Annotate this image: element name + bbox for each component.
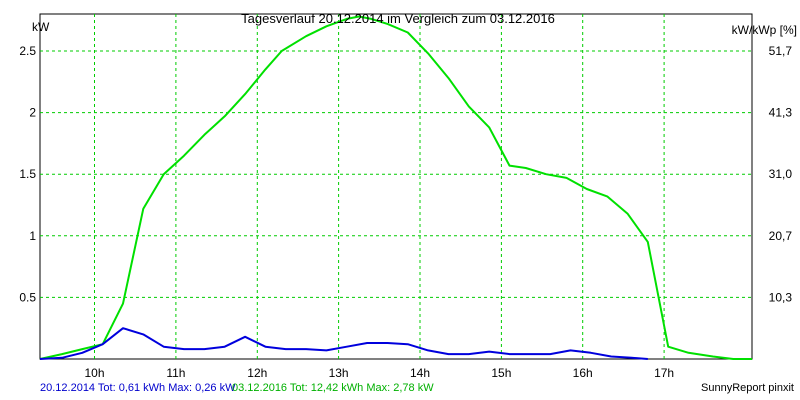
y-right-tick-label-2: 31,0 bbox=[769, 167, 793, 181]
y-axis-label-left: kW bbox=[32, 20, 50, 34]
x-tick-label-6: 16h bbox=[573, 366, 593, 380]
x-tick-label-5: 15h bbox=[491, 366, 511, 380]
y-tick-label-0: 0.5 bbox=[19, 290, 36, 304]
series-lines bbox=[39, 15, 752, 360]
x-tick-label-3: 13h bbox=[329, 366, 349, 380]
y-right-tick-label-1: 20,7 bbox=[769, 229, 793, 243]
y-tick-label-3: 2 bbox=[29, 106, 36, 120]
y-right-tick-label-0: 10,3 bbox=[769, 290, 793, 304]
legend-entry-2016: 03.12.2016 Tot: 12,42 kWh Max: 2,78 kW bbox=[232, 382, 434, 394]
credit-text: SunnyReport pinxit bbox=[701, 382, 794, 394]
y-tick-label-4: 2.5 bbox=[19, 44, 36, 58]
series-line-0 bbox=[39, 15, 752, 360]
plot-border bbox=[39, 13, 753, 360]
legend-entry-2014: 20.12.2014 Tot: 0,61 kWh Max: 0,26 kW bbox=[40, 382, 236, 394]
x-tick-label-7: 17h bbox=[654, 366, 674, 380]
y-right-tick-label-3: 41,3 bbox=[769, 106, 793, 120]
x-tick-label-1: 11h bbox=[166, 366, 185, 380]
x-tick-label-0: 10h bbox=[84, 366, 104, 380]
chart-title: Tagesverlauf 20.12.2014 im Vergleich zum… bbox=[241, 11, 555, 26]
series-line-1 bbox=[39, 327, 648, 360]
y-axis-label-right: kW/kWp [%] bbox=[732, 23, 797, 37]
x-tick-label-2: 12h bbox=[247, 366, 267, 380]
y-tick-label-2: 1.5 bbox=[19, 167, 36, 181]
y-tick-label-1: 1 bbox=[29, 229, 36, 243]
x-tick-label-4: 14h bbox=[410, 366, 430, 380]
y-right-tick-label-4: 51,7 bbox=[769, 44, 793, 58]
tick-labels: 10h 11h 12h 13h 14h 15h 16h 17h 0.5 1 1.5 2 2.5 10,3 2… bbox=[19, 44, 792, 380]
grid-lines bbox=[40, 14, 752, 359]
